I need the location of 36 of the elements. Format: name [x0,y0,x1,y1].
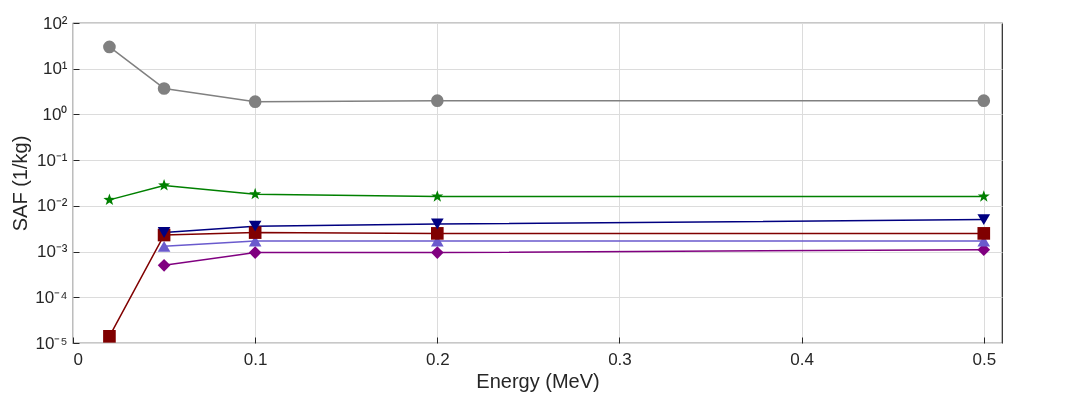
point [103,40,116,54]
point [248,220,262,232]
x-tick-label: 0.4 [790,349,814,369]
y-tick-label: 10⁻² [36,196,68,216]
y-tick-label: 10⁻⁵ [35,333,68,353]
point [157,240,171,252]
x-tick-label: 0.1 [243,349,268,369]
point [977,190,990,202]
x-tick-label: 0.2 [425,349,450,369]
y-tick-label: 10⁻⁴ [35,287,68,307]
x-tick-label: 0.5 [972,349,997,369]
point [431,190,444,202]
point [248,246,262,259]
point [430,227,444,240]
y-axis-title: SAF (1/kg) [9,135,32,232]
y-tick-label: 10² [42,13,68,33]
y-tick-label: 10⁰ [42,104,68,124]
point [103,193,116,206]
point [158,179,171,191]
point [430,218,444,230]
point [248,95,262,108]
x-tick-label: 0 [73,349,83,369]
x-axis-title: Energy (MeV) [476,369,600,392]
point [103,329,116,343]
x-tick-label: 0.3 [608,349,632,369]
point [157,82,171,95]
point [430,94,444,107]
point [249,187,262,200]
point [977,214,991,226]
y-tick-label: 10¹ [42,59,68,79]
point [977,94,991,107]
y-tick-label: 10⁻³ [36,242,68,262]
point [977,227,991,240]
point [157,259,171,272]
point [430,246,444,259]
y-tick-label: 10⁻¹ [36,150,68,170]
